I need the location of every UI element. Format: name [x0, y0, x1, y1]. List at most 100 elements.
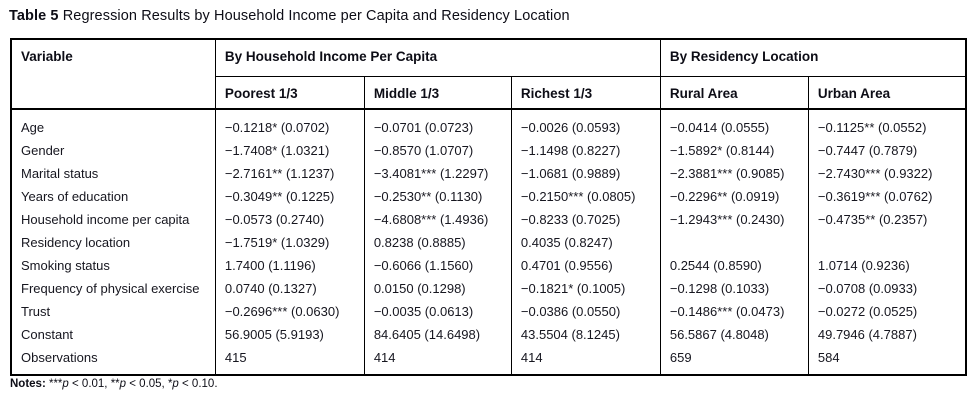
data-cell: −1.7408* (1.0321): [214, 139, 365, 162]
data-cell: 0.4035 (0.8247): [510, 231, 661, 254]
data-cell: −0.0035 (0.0613): [363, 300, 512, 323]
row-label: Marital status: [10, 162, 216, 185]
data-cell: 414: [510, 346, 661, 375]
row-label: Gender: [10, 139, 216, 162]
data-cell: −0.8570 (1.0707): [363, 139, 512, 162]
table-row: Trust −0.2696*** (0.0630) −0.0035 (0.0613)…: [10, 300, 967, 323]
row-label: Constant: [10, 323, 216, 346]
notes-sig3-cond: < 0.10.: [178, 378, 218, 390]
data-cell: −1.2943*** (0.2430): [659, 208, 809, 231]
notes-sig1-stars: ***: [45, 378, 63, 390]
data-cell: −0.0026 (0.0593): [510, 109, 661, 139]
data-cell: 56.5867 (4.8048): [659, 323, 809, 346]
data-cell: [659, 231, 809, 254]
table-row: Observations 415 414 414 659 584: [10, 346, 967, 375]
table-row: Age −0.1218* (0.0702) −0.0701 (0.0723) −0.0…: [10, 109, 967, 139]
table-header: Variable By Household Income Per Capita …: [10, 38, 967, 110]
data-cell: −1.5892* (0.8144): [659, 139, 809, 162]
data-cell: 56.9005 (5.9193): [214, 323, 365, 346]
data-cell: −0.8233 (0.7025): [510, 208, 661, 231]
data-cell: 0.0150 (0.1298): [363, 277, 512, 300]
row-label: Age: [10, 109, 216, 139]
row-label: Household income per capita: [10, 208, 216, 231]
data-cell: 659: [659, 346, 809, 375]
data-cell: −4.6808*** (1.4936): [363, 208, 512, 231]
header-group-income: By Household Income Per Capita: [214, 38, 661, 77]
header-group-row: Variable By Household Income Per Capita …: [10, 38, 967, 110]
data-cell: 0.4701 (0.9556): [510, 254, 661, 277]
regression-results-table: Variable By Household Income Per Capita …: [10, 38, 967, 376]
data-cell: −0.0701 (0.0723): [363, 109, 512, 139]
row-label: Residency location: [10, 231, 216, 254]
data-cell: −0.7447 (0.7879): [807, 139, 967, 162]
row-label: Trust: [10, 300, 216, 323]
data-cell: −2.7161** (1.1237): [214, 162, 365, 185]
header-variable: Variable: [10, 38, 216, 110]
table-notes: Notes: ***p < 0.01, **p < 0.05, *p < 0.1…: [10, 378, 218, 390]
notes-label: Notes:: [10, 378, 46, 390]
table-caption-text: Regression Results by Household Income p…: [58, 8, 570, 24]
data-cell: 49.7946 (4.7887): [807, 323, 967, 346]
header-sub-row: Poorest 1/3 Middle 1/3 Richest 1/3 Rural…: [11, 75, 967, 110]
data-cell: −1.0681 (0.9889): [510, 162, 661, 185]
data-cell: 1.7400 (1.1196): [214, 254, 365, 277]
table-caption: Table 5 Regression Results by Household …: [9, 8, 570, 24]
data-cell: −0.0708 (0.0933): [807, 277, 967, 300]
row-label: Observations: [10, 346, 216, 375]
data-cell: −3.4081*** (1.2297): [363, 162, 512, 185]
table-row: Marital status −2.7161** (1.1237) −3.4081*…: [10, 162, 967, 185]
data-cell: −0.1218* (0.0702): [214, 109, 365, 139]
data-cell: −0.4735** (0.2357): [807, 208, 967, 231]
data-cell: 1.0714 (0.9236): [807, 254, 967, 277]
table-row: Household income per capita −0.0573 (0.27…: [10, 208, 967, 231]
data-cell: −0.3049** (0.1225): [214, 185, 365, 208]
data-cell: −0.2296** (0.0919): [659, 185, 809, 208]
notes-sig1-p: p: [62, 378, 69, 390]
notes-sig1-cond: < 0.01,: [68, 378, 108, 390]
row-label: Years of education: [10, 185, 216, 208]
header-group-residency: By Residency Location: [659, 38, 967, 77]
table-caption-number: Table 5: [9, 8, 59, 24]
data-cell: 43.5504 (8.1245): [510, 323, 661, 346]
table-row: Smoking status 1.7400 (1.1196) −0.6066 (1.…: [10, 254, 967, 277]
table-row: Constant 56.9005 (5.9193) 84.6405 (14.6498…: [10, 323, 967, 346]
data-cell: 414: [363, 346, 512, 375]
data-cell: 84.6405 (14.6498): [363, 323, 512, 346]
data-cell: −0.2530** (0.1130): [363, 185, 512, 208]
table-row: Residency location −1.7519* (1.0329) 0.823…: [10, 231, 967, 254]
data-cell: −2.7430*** (0.9322): [807, 162, 967, 185]
data-cell: −0.2696*** (0.0630): [214, 300, 365, 323]
header-poorest: Poorest 1/3: [214, 75, 365, 110]
data-cell: −1.1498 (0.8227): [510, 139, 661, 162]
row-label: Frequency of physical exercise: [10, 277, 216, 300]
data-cell: −0.1486*** (0.0473): [659, 300, 809, 323]
table-row: Years of education −0.3049** (0.1225) −0.2…: [10, 185, 967, 208]
data-cell: −1.7519* (1.0329): [214, 231, 365, 254]
data-cell: −0.1125** (0.0552): [807, 109, 967, 139]
notes-sig2-stars: **: [107, 378, 120, 390]
data-cell: −0.0386 (0.0550): [510, 300, 661, 323]
header-richest: Richest 1/3: [510, 75, 661, 110]
notes-sig3-p: p: [172, 378, 179, 390]
data-cell: −0.2150*** (0.0805): [510, 185, 661, 208]
data-cell: −0.0272 (0.0525): [807, 300, 967, 323]
data-cell: −0.6066 (1.1560): [363, 254, 512, 277]
header-middle: Middle 1/3: [363, 75, 512, 110]
data-cell: −0.3619*** (0.0762): [807, 185, 967, 208]
data-cell: 415: [214, 346, 365, 375]
table-row: Gender −1.7408* (1.0321) −0.8570 (1.0707) −…: [10, 139, 967, 162]
header-urban: Urban Area: [807, 75, 967, 110]
notes-sig3-stars: *: [164, 378, 173, 390]
data-cell: 0.2544 (0.8590): [659, 254, 809, 277]
data-cell: −0.0414 (0.0555): [659, 109, 809, 139]
row-label: Smoking status: [10, 254, 216, 277]
data-cell: −2.3881*** (0.9085): [659, 162, 809, 185]
header-rural: Rural Area: [659, 75, 809, 110]
data-cell: −0.1298 (0.1033): [659, 277, 809, 300]
table-body: Age −0.1218* (0.0702) −0.0701 (0.0723) −0.0…: [10, 109, 967, 375]
notes-sig2-cond: < 0.05,: [126, 378, 165, 390]
table-row: Frequency of physical exercise 0.0740 (0.…: [10, 277, 967, 300]
data-cell: −0.1821* (0.1005): [510, 277, 661, 300]
data-cell: 584: [807, 346, 967, 375]
